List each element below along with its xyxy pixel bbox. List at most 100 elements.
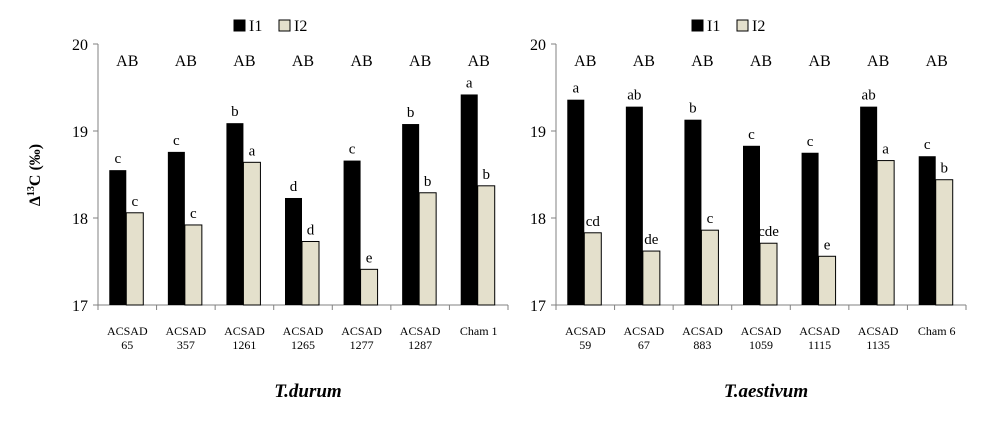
y-tick-label: 18 bbox=[72, 211, 88, 228]
bar-letter: c bbox=[748, 127, 755, 143]
legend-label-i1: I1 bbox=[707, 18, 720, 35]
x-category-label: ACSAD bbox=[166, 324, 207, 338]
chart-panel-1: 17181920ABccACSAD65ABccACSAD357ABbaACSAD… bbox=[72, 18, 509, 402]
bar-letter: cd bbox=[586, 214, 601, 230]
bar-i2 bbox=[935, 179, 954, 306]
bar-i1 bbox=[684, 119, 702, 305]
group-label: AB bbox=[409, 53, 431, 70]
bar-i2 bbox=[759, 242, 778, 306]
x-category-label: ACSAD bbox=[565, 324, 606, 338]
bar-letter: c bbox=[173, 133, 180, 149]
bar-i1 bbox=[860, 106, 878, 305]
bar-i2 bbox=[642, 250, 661, 306]
bar-i2 bbox=[242, 161, 261, 306]
legend: I1 I2 bbox=[691, 18, 765, 35]
bar-letter: b bbox=[940, 161, 948, 177]
y-axis-title-sup: 13 bbox=[26, 186, 37, 196]
bar-i2 bbox=[301, 240, 320, 306]
y-axis-title-rest: C (‰) bbox=[27, 144, 44, 186]
group-label: AB bbox=[633, 53, 655, 70]
legend-label-i2: I2 bbox=[294, 18, 307, 35]
bar-letter: a bbox=[249, 143, 256, 159]
bar-letter: c bbox=[114, 151, 121, 167]
bar-letter: d bbox=[290, 179, 298, 195]
legend-swatch-i2 bbox=[736, 19, 749, 32]
bar-i2 bbox=[418, 192, 437, 306]
bar-i2 bbox=[818, 255, 837, 306]
x-category-label: ACSAD bbox=[624, 324, 665, 338]
bar-letter: b bbox=[231, 104, 239, 120]
x-category-label: ACSAD bbox=[400, 324, 441, 338]
x-category-label-line2: 1261 bbox=[232, 338, 256, 352]
group-label: AB bbox=[292, 53, 314, 70]
panel-title: T.durum bbox=[274, 381, 341, 402]
x-category-label-line2: 357 bbox=[177, 338, 195, 352]
bar-i1 bbox=[226, 123, 244, 305]
x-category-label-line2: 1265 bbox=[291, 338, 315, 352]
bar-letter: c bbox=[807, 134, 814, 150]
group-label: AB bbox=[233, 53, 255, 70]
group-label: AB bbox=[808, 53, 830, 70]
bar-i2 bbox=[700, 229, 719, 306]
bar-letter: a bbox=[882, 142, 889, 158]
bar-letter: b bbox=[407, 105, 415, 121]
x-category-label-line2: 67 bbox=[638, 338, 650, 352]
charts-layer: 17181920ABccACSAD65ABccACSAD357ABbaACSAD… bbox=[72, 18, 967, 402]
bar-letter: c bbox=[924, 137, 931, 153]
bar-letter: e bbox=[824, 237, 831, 253]
x-category-label: ACSAD bbox=[799, 324, 840, 338]
x-category-label: ACSAD bbox=[858, 324, 899, 338]
bar-letter: c bbox=[190, 206, 197, 222]
x-category-label: ACSAD bbox=[107, 324, 148, 338]
y-tick-label: 19 bbox=[530, 124, 546, 141]
x-category-label: ACSAD bbox=[283, 324, 324, 338]
x-category-label-line2: 1115 bbox=[808, 338, 831, 352]
group-label: AB bbox=[867, 53, 889, 70]
bar-i1 bbox=[402, 124, 420, 305]
group-label: AB bbox=[926, 53, 948, 70]
group-label: AB bbox=[691, 53, 713, 70]
group-label: AB bbox=[750, 53, 772, 70]
bar-i1 bbox=[285, 197, 302, 305]
bar-letter: cde bbox=[758, 224, 779, 240]
x-category-label-line2: 1135 bbox=[866, 338, 890, 352]
bar-i1 bbox=[625, 106, 643, 305]
x-category-label-line2: 59 bbox=[579, 338, 591, 352]
bar-i1 bbox=[167, 151, 185, 305]
bar-letter: ab bbox=[862, 88, 876, 104]
x-category-label-line2: 1287 bbox=[408, 338, 432, 352]
x-category-label-line2: 1277 bbox=[350, 338, 374, 352]
y-axis-title-delta: Δ bbox=[27, 196, 44, 206]
bar-i2 bbox=[184, 224, 203, 306]
y-tick-label: 18 bbox=[530, 211, 546, 228]
x-category-label: ACSAD bbox=[224, 324, 265, 338]
bar-i1 bbox=[801, 152, 819, 305]
bar-i1 bbox=[460, 94, 478, 306]
legend-label-i1: I1 bbox=[249, 18, 262, 35]
bar-letter: e bbox=[366, 250, 373, 266]
y-tick-label: 20 bbox=[530, 37, 546, 54]
y-tick-label: 17 bbox=[72, 298, 88, 315]
x-category-label: ACSAD bbox=[341, 324, 382, 338]
y-tick-label: 19 bbox=[72, 124, 88, 141]
bar-letter: a bbox=[466, 75, 473, 91]
legend-swatch-i1 bbox=[691, 19, 704, 32]
panel-title: T.aestivum bbox=[724, 381, 808, 402]
bar-i1 bbox=[343, 160, 361, 305]
x-category-label-line2: 883 bbox=[693, 338, 711, 352]
bar-letter: b bbox=[424, 174, 432, 190]
bar-letter: a bbox=[572, 81, 579, 97]
bar-i1 bbox=[567, 99, 585, 306]
group-label: AB bbox=[350, 53, 372, 70]
bar-i1 bbox=[109, 170, 127, 305]
legend-swatch-i2 bbox=[278, 19, 291, 32]
y-tick-label: 20 bbox=[72, 37, 88, 54]
legend: I1 I2 bbox=[233, 18, 307, 35]
group-label: AB bbox=[574, 53, 596, 70]
legend-label-i2: I2 bbox=[752, 18, 765, 35]
bar-i2 bbox=[125, 212, 144, 306]
x-category-label: ACSAD bbox=[682, 324, 723, 338]
y-axis-title: Δ13C (‰) bbox=[26, 144, 44, 206]
x-category-label: ACSAD bbox=[741, 324, 782, 338]
